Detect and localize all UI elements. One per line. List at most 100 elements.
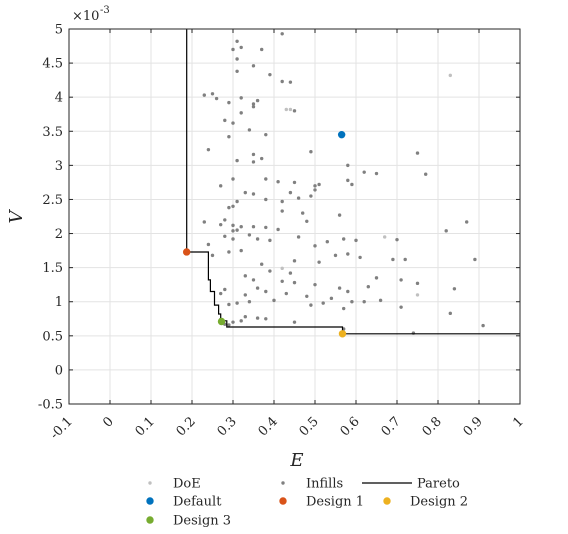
infills-point [227, 100, 231, 105]
legend-item-infills: Infills [281, 477, 343, 492]
infills-point [317, 260, 321, 264]
infills-point [342, 306, 346, 311]
infills-point [354, 238, 358, 243]
infills-point [202, 220, 206, 224]
infills-point [235, 39, 239, 43]
infills-point [264, 317, 268, 321]
legend-label: Design 1 [306, 495, 364, 510]
infills-point [243, 190, 247, 195]
infills-point [337, 286, 342, 290]
pareto-line [186, 29, 520, 335]
infills-point [329, 296, 334, 301]
infills-point [321, 301, 325, 305]
design-2-series [338, 330, 347, 338]
infills-point [227, 323, 231, 327]
default-series [337, 130, 346, 139]
infills-point [288, 80, 293, 84]
y-tick-label: 4.5 [42, 57, 63, 72]
infills-point [223, 118, 227, 123]
infills-point [333, 253, 338, 258]
infills-point [235, 199, 239, 204]
y-tick-label: 5 [55, 23, 63, 38]
x-tick-label: 0.3 [215, 414, 240, 439]
infills-point [264, 177, 268, 181]
x-tick-label: -0.1 [47, 414, 75, 442]
doe-point [383, 235, 387, 239]
infills-point [292, 320, 297, 324]
infills-point [346, 252, 350, 256]
legend-swatch [146, 497, 154, 505]
infills-point [260, 156, 264, 161]
infills-point [276, 180, 280, 184]
infills-point [309, 194, 313, 198]
infills-point [296, 235, 301, 239]
x-tick-label: 0.5 [297, 414, 322, 439]
legend-item-design-1: Design 1 [279, 495, 364, 510]
infills-point [227, 135, 231, 139]
infills-point [346, 163, 350, 168]
infills-point [374, 171, 379, 176]
infills-point [243, 274, 247, 278]
doe-point [415, 293, 420, 297]
infills-point [272, 298, 276, 303]
legend-label: Design 3 [173, 514, 231, 529]
infills-point [305, 294, 309, 298]
infills-point [313, 244, 317, 248]
legend-item-design-3: Design 3 [146, 514, 231, 529]
infills-point [448, 311, 452, 316]
infills-point [452, 287, 457, 291]
infills-point [358, 255, 362, 260]
plot-frame [68, 28, 521, 405]
infills-point [206, 147, 211, 152]
infills-point [223, 218, 227, 222]
infills-point [313, 188, 317, 192]
infills-point [235, 57, 239, 61]
infills-point [305, 219, 309, 223]
infills-point [268, 72, 272, 77]
infills-point [251, 102, 256, 106]
infills-point [223, 234, 227, 238]
y-tick-label: 2 [55, 227, 63, 242]
infills-point [239, 96, 243, 100]
infills-point [264, 289, 268, 294]
legend-swatch [383, 497, 391, 505]
y-tick-label: 4 [55, 91, 63, 106]
doe-series [280, 73, 452, 297]
infills-point [301, 211, 305, 215]
infills-point [309, 150, 313, 154]
y-tick-label: 3.5 [42, 125, 63, 140]
x-tick-label: 0.4 [256, 414, 281, 439]
infills-point [280, 32, 284, 36]
infills-point [251, 64, 256, 68]
infills-point [465, 220, 469, 224]
legend-label: Default [173, 495, 222, 510]
infills-point [346, 289, 350, 294]
infills-point [251, 225, 256, 229]
grid [68, 28, 521, 405]
infills-point [280, 209, 284, 213]
pareto-series [186, 29, 520, 335]
infills-point [268, 238, 272, 243]
legend-swatch [281, 481, 285, 485]
infills-point [255, 237, 260, 241]
design-2-point [338, 330, 347, 338]
infills-point [337, 213, 342, 217]
infills-point [415, 281, 420, 286]
infills-point [235, 69, 239, 73]
infills-point [219, 222, 223, 227]
infills-point [280, 79, 284, 84]
doe-point [448, 73, 452, 78]
doe-point [284, 107, 288, 112]
infills-point [231, 204, 235, 208]
infills-point [255, 286, 260, 290]
x-axis-label: E [289, 450, 303, 471]
x-tick-label: 0 [100, 414, 116, 430]
y-tick-label: -0.5 [38, 398, 63, 413]
infills-point [227, 302, 231, 307]
infills-point [206, 242, 211, 247]
x-tick-label: 0.1 [133, 414, 158, 439]
infills-point [288, 271, 293, 275]
infills-point [292, 109, 297, 113]
infills-point [223, 287, 227, 292]
legend-label: Pareto [417, 477, 460, 492]
